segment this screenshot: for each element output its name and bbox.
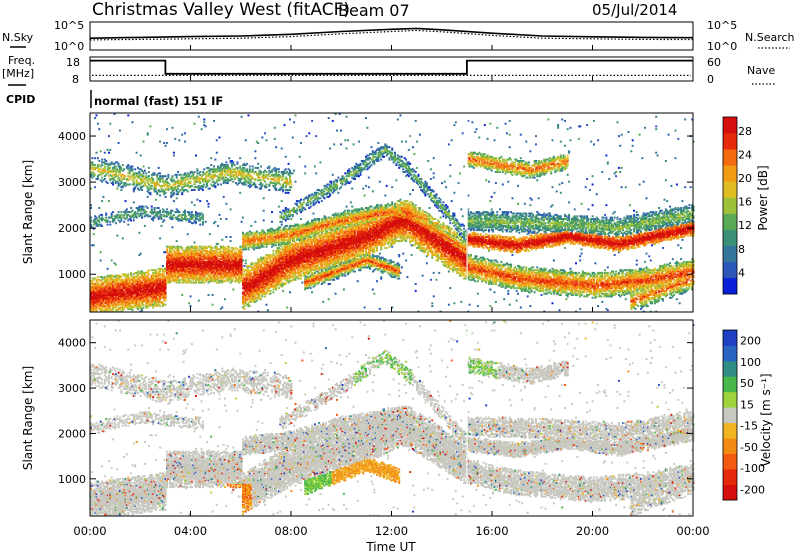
velocity-colorbar-segment — [723, 346, 737, 362]
velocity-colorbar-segment — [723, 438, 737, 454]
power-colorbar-segment — [723, 181, 737, 197]
power-colorbar-segment — [723, 149, 737, 165]
x-tick-label: 16:00 — [475, 524, 508, 538]
x-tick-label: 00:00 — [676, 524, 709, 538]
cpid-value: normal (fast) 151 IF — [94, 94, 223, 108]
power-colorbar-segment — [723, 246, 737, 262]
velocity-colorbar-segment — [723, 407, 737, 423]
velocity-colorbar-segment — [723, 454, 737, 470]
cpid-label: CPID — [6, 93, 35, 106]
velocity-colorbar-segment — [723, 423, 737, 439]
velocity-colorbar-tick: -15 — [740, 420, 758, 433]
velocity-colorbar-tick: 200 — [740, 335, 761, 348]
power-colorbar-tick: 28 — [738, 125, 752, 138]
power-colorbar-segment — [723, 214, 737, 230]
station-title: Christmas Valley West (fitACF) — [92, 0, 350, 20]
noise-tick-top-right: 10^5 — [707, 19, 737, 32]
velocity-ytick-label: 2000 — [58, 427, 86, 440]
velocity-ytick-label: 4000 — [58, 337, 86, 350]
nave-tick-bottom: 0 — [707, 73, 714, 86]
x-tick-label: 00:00 — [73, 524, 106, 538]
velocity-ytick-label: 3000 — [58, 382, 86, 395]
noise-tick-bottom-left: 10^0 — [54, 40, 84, 53]
figure: Christmas Valley West (fitACF) Beam 07 0… — [0, 0, 800, 554]
power-colorbar-tick: 20 — [738, 172, 752, 185]
freq-unit: [MHz] — [2, 67, 34, 80]
power-ytick-label: 3000 — [58, 176, 86, 189]
nsky-label: N.Sky — [2, 31, 34, 44]
velocity-colorbar-tick: 15 — [740, 398, 754, 411]
nave-label: Nave — [747, 64, 775, 77]
velocity-colorbar-tick: 100 — [740, 356, 761, 369]
nsearch-line — [90, 30, 693, 40]
x-axis-label: Time UT — [365, 540, 416, 554]
velocity-colorbar-tick: -200 — [740, 483, 765, 496]
velocity-colorbar-tick: 50 — [740, 377, 754, 390]
x-tick-label: 20:00 — [576, 524, 609, 538]
date-label: 05/Jul/2014 — [592, 1, 677, 19]
power-colorbar-segment — [723, 262, 737, 278]
noise-tick-bottom-right: 10^0 — [707, 40, 737, 53]
nave-tick-top: 60 — [707, 56, 721, 69]
noise-tick-top-left: 10^5 — [54, 19, 84, 32]
power-colorbar-tick: 12 — [738, 219, 752, 232]
power-colorbar-segment — [723, 230, 737, 246]
power-ytick-label: 4000 — [58, 130, 86, 143]
x-tick-label: 08:00 — [274, 524, 307, 538]
power-colorbar-tick: 8 — [738, 243, 745, 256]
freq-label: Freq. — [8, 54, 35, 67]
velocity-ylabel: Slant Range [km] — [21, 366, 35, 470]
nsearch-label: N.Search — [745, 31, 795, 44]
beam-label: Beam 07 — [338, 1, 410, 20]
velocity-colorbar-label: Velocity [m s⁻¹] — [759, 373, 773, 466]
power-colorbar-segment — [723, 133, 737, 149]
power-colorbar-segment — [723, 198, 737, 214]
freq-tick-bottom: 8 — [72, 73, 79, 86]
freq-line — [90, 61, 693, 74]
velocity-colorbar-tick: -50 — [740, 441, 758, 454]
power-colorbar-segment — [723, 117, 737, 133]
freq-tick-top: 18 — [66, 56, 80, 69]
power-colorbar-segment — [723, 165, 737, 181]
power-heatmap — [90, 113, 694, 313]
velocity-colorbar-segment — [723, 392, 737, 408]
velocity-ytick-label: 1000 — [58, 473, 86, 486]
velocity-colorbar-segment — [723, 469, 737, 485]
power-colorbar-tick: 24 — [738, 148, 752, 161]
velocity-colorbar-segment — [723, 485, 737, 501]
velocity-colorbar-segment — [723, 376, 737, 392]
x-tick-label: 12:00 — [375, 524, 408, 538]
power-ytick-label: 1000 — [58, 268, 86, 281]
power-colorbar-tick: 4 — [738, 266, 745, 279]
power-colorbar-segment — [723, 278, 737, 294]
velocity-heatmap — [90, 320, 694, 517]
power-colorbar-label: Power [dB] — [756, 165, 770, 230]
nsky-line — [90, 28, 693, 38]
x-tick-label: 04:00 — [174, 524, 207, 538]
power-ylabel: Slant Range [km] — [21, 160, 35, 264]
velocity-colorbar-segment — [723, 330, 737, 346]
power-ytick-label: 2000 — [58, 222, 86, 235]
power-colorbar-tick: 16 — [738, 196, 752, 209]
velocity-colorbar-segment — [723, 361, 737, 377]
